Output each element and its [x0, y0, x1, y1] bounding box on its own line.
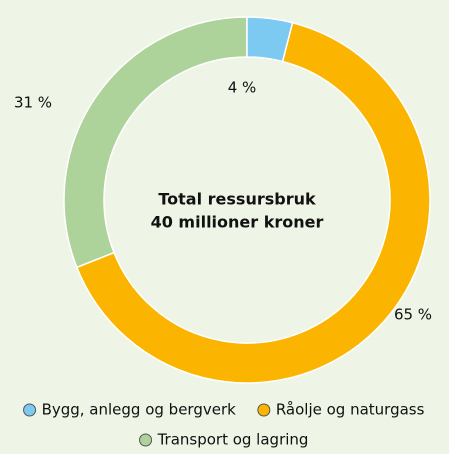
center-text: 40 millioner kroner — [151, 213, 324, 232]
legend-marker — [257, 403, 271, 417]
legend-label: Råolje og naturgass — [276, 401, 425, 419]
donut-slice — [246, 16, 294, 63]
legend-label: Bygg, anlegg og bergverk — [42, 401, 237, 419]
data-label: 31 % — [14, 94, 52, 112]
legend-label: Transport og lagring — [157, 431, 309, 449]
center-text: Total ressursbruk — [158, 190, 316, 209]
donut-slice — [75, 21, 431, 384]
legend-marker — [23, 403, 37, 417]
data-label: 65 % — [394, 306, 432, 324]
data-label: 4 % — [228, 79, 257, 97]
legend-marker — [139, 433, 153, 447]
